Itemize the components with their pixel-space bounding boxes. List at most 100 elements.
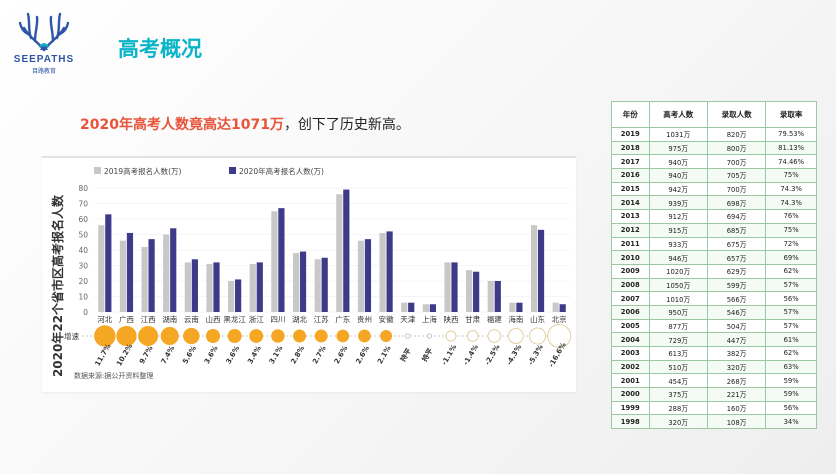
x-tick-label: 云南 <box>184 314 199 324</box>
table-cell: 2014 <box>611 195 650 211</box>
bar-2019 <box>206 263 213 312</box>
table-cell: 2019 <box>611 127 650 142</box>
x-tick-label: 黑龙江 <box>223 314 246 324</box>
table-header-0: 年份 <box>611 101 650 128</box>
table-row: 1999 288万 160万 56% <box>611 400 817 416</box>
y-tick-label: 70 <box>78 200 88 209</box>
table-row: 2004 729万 447万 61% <box>611 332 817 347</box>
bar-2020 <box>170 228 177 312</box>
table-cell: 504万 <box>706 318 767 334</box>
table-cell: 2001 <box>611 373 650 389</box>
growth-bubble <box>336 329 350 343</box>
table-row: 2002 510万 320万 63% <box>611 359 817 375</box>
table-row: 2009 1020万 629万 62% <box>611 263 817 279</box>
table-cell: 698万 <box>706 195 767 211</box>
table-cell: 447万 <box>706 332 767 347</box>
table-cell: 2017 <box>611 154 650 170</box>
brand-subname: 目路教育 <box>31 68 56 75</box>
table-cell: 2016 <box>611 168 650 183</box>
growth-label: 7.4% <box>160 345 177 366</box>
table-row: 2010 946万 657万 69% <box>611 250 817 265</box>
growth-bubble <box>293 329 307 343</box>
table-cell: 2011 <box>611 236 650 252</box>
table-cell: 61% <box>765 332 817 347</box>
table-cell: 942万 <box>648 181 708 197</box>
bar-2019 <box>314 259 321 312</box>
growth-label: -1.1% <box>440 343 458 366</box>
table-cell: 268万 <box>706 373 767 389</box>
table-cell: 2009 <box>611 263 650 279</box>
bar-2019 <box>249 263 256 312</box>
table-cell: 2010 <box>611 250 650 265</box>
bar-2020 <box>278 208 285 312</box>
growth-bubble <box>227 328 242 344</box>
table-row: 2012 915万 685万 75% <box>611 222 817 238</box>
growth-label: 10.2% <box>115 342 134 367</box>
y-tick-label: 80 <box>78 184 88 193</box>
growth-bubble <box>405 333 411 339</box>
table-cell: 79.53% <box>765 127 817 142</box>
table-cell: 510万 <box>648 359 708 375</box>
bar-2019 <box>184 262 191 312</box>
chart-source: 数据来源:据公开资料整理 <box>74 371 153 380</box>
table-cell: 2015 <box>611 181 650 197</box>
table-cell: 57% <box>765 318 817 334</box>
table-cell: 1010万 <box>648 291 708 306</box>
growth-bubble <box>271 329 285 343</box>
table-cell: 320万 <box>648 414 708 430</box>
x-tick-label: 北京 <box>552 314 567 324</box>
legend-label-2020: 2020年高考报名人数(万) <box>239 166 324 176</box>
growth-label: 持平 <box>398 346 413 363</box>
table-cell: 613万 <box>648 346 708 361</box>
table-cell: 72% <box>765 236 817 252</box>
bar-2019 <box>552 302 559 312</box>
bar-2020 <box>408 302 415 312</box>
growth-bubble <box>205 328 221 344</box>
headline-highlight: 2020年高考人数竟高达1071万 <box>80 117 284 133</box>
table-cell: 933万 <box>648 236 708 252</box>
table-cell: 160万 <box>706 400 767 416</box>
x-tick-label: 天津 <box>400 315 415 324</box>
table-cell: 75% <box>765 168 817 183</box>
page-title: 高考概况 <box>118 37 202 61</box>
table-cell: 820万 <box>706 127 767 142</box>
y-tick-label: 0 <box>83 308 88 317</box>
bar-2019 <box>119 240 127 312</box>
bar-2020 <box>516 302 523 312</box>
table-header-row: 年份 高考人数 录取人数 录取率 <box>611 101 817 128</box>
bar-2020 <box>235 279 242 312</box>
table-cell: 34% <box>765 414 817 430</box>
table-cell: 382万 <box>706 346 767 361</box>
table-cell: 700万 <box>706 181 767 197</box>
growth-bubble <box>507 328 524 344</box>
table-cell: 74.46% <box>765 154 817 170</box>
table-cell: 62% <box>765 346 817 361</box>
table-cell: 566万 <box>706 291 767 306</box>
table-cell: 2005 <box>611 318 650 334</box>
x-tick-label: 上海 <box>422 314 437 324</box>
table-cell: 2004 <box>611 332 650 347</box>
table-row: 2016 940万 705万 75% <box>611 168 817 183</box>
antler-logo-icon <box>18 12 70 52</box>
table-cell: 74.3% <box>765 195 817 211</box>
table-cell: 1020万 <box>648 263 708 279</box>
bar-2019 <box>487 281 494 312</box>
table-cell: 629万 <box>706 263 767 279</box>
table-cell: 940万 <box>648 154 708 170</box>
table-row: 2006 950万 546万 57% <box>611 304 817 320</box>
bar-2019 <box>141 246 148 312</box>
table-cell: 320万 <box>706 359 767 375</box>
table-cell: 69% <box>765 250 817 265</box>
x-tick-label: 四川 <box>270 315 285 324</box>
admission-table: 年份 高考人数 录取人数 录取率 2019 1031万 820万 79.53% 2018 975… <box>611 101 817 430</box>
table-row: 2014 939万 698万 74.3% <box>611 195 817 211</box>
table-row: 2013 912万 694万 76% <box>611 209 817 224</box>
table-cell: 800万 <box>706 140 767 156</box>
table-row: 2015 942万 700万 74.3% <box>611 181 817 197</box>
table-row: 2008 1050万 599万 57% <box>611 277 817 293</box>
legend-label-2019: 2019高考报名人数(万) <box>104 166 182 176</box>
bar-2019 <box>379 232 386 312</box>
table-cell: 939万 <box>648 195 708 211</box>
growth-bubble <box>358 329 371 343</box>
y-tick-label: 30 <box>78 262 88 271</box>
